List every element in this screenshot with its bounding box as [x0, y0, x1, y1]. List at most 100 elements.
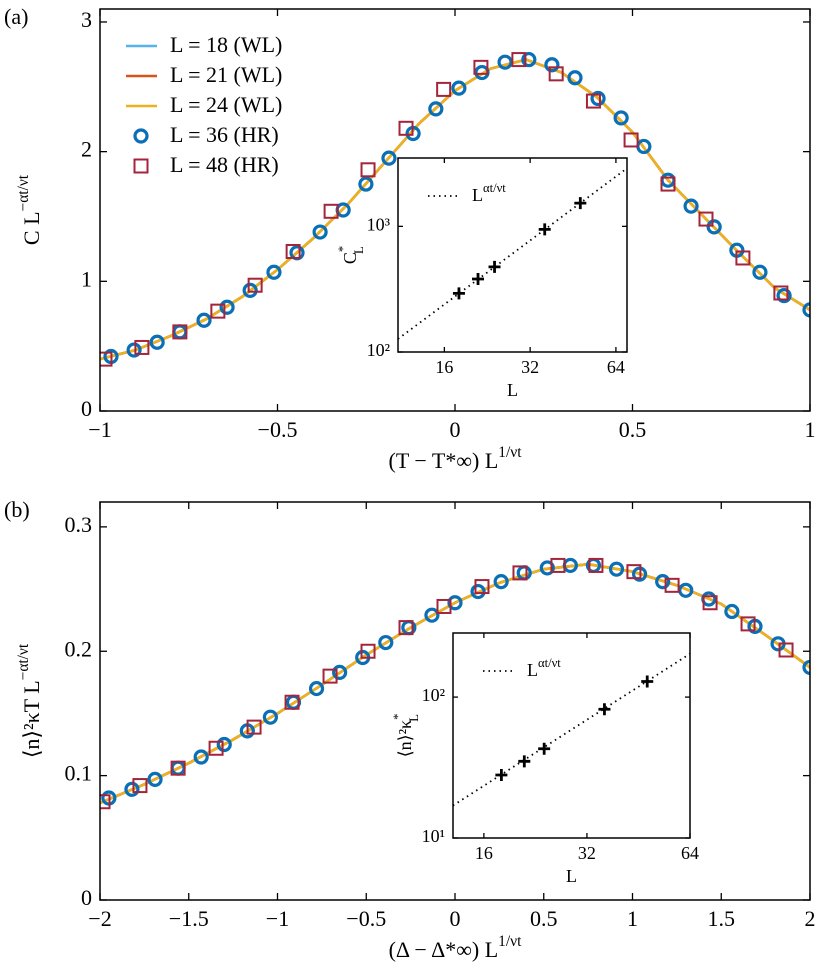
marker-plus: [574, 197, 587, 210]
marker-square: [360, 643, 376, 659]
marker-square: [170, 760, 186, 776]
x-axis-label-base: (Δ − Δ*∞) L: [389, 937, 499, 962]
legend-label-sup: αt/νt: [483, 181, 506, 195]
y-tick-label: 0: [81, 885, 92, 910]
marker-square: [623, 132, 639, 148]
marker-circle: [470, 583, 486, 600]
x-tick-label: 1: [805, 417, 816, 442]
y-axis-label-sup: −αt/νt: [15, 174, 32, 211]
marker-circle: [539, 560, 555, 576]
x-tick-label: 2: [805, 906, 816, 931]
marker-circle: [776, 287, 792, 304]
marker-plus: [495, 768, 508, 781]
marker-circle: [216, 736, 232, 753]
marker-square: [660, 176, 676, 192]
legend-label: L = 18 (WL): [170, 32, 282, 57]
legend-label: L = 48 (HR): [170, 152, 279, 177]
marker-circle: [497, 54, 513, 70]
x-tick-label: 0.5: [530, 906, 558, 931]
legend-label: L = 24 (WL): [170, 92, 282, 117]
marker-square: [588, 557, 604, 573]
plot-frame-bg: [398, 158, 627, 352]
legend-swatch: [133, 158, 149, 174]
marker-circle: [242, 282, 258, 298]
y-axis-label: ⟨n⟩²κ* L: [391, 714, 421, 758]
marker-plus: [488, 260, 501, 273]
panel-label: (a): [4, 4, 28, 29]
marker-circle: [428, 101, 444, 117]
marker-plus: [538, 742, 551, 755]
marker-square: [473, 59, 489, 75]
y-axis-label-base: C L: [19, 211, 44, 245]
x-tick-label: 1: [627, 906, 638, 931]
marker-square: [778, 642, 794, 658]
marker-circle: [332, 664, 348, 680]
marker-circle: [451, 80, 467, 96]
marker-plus: [518, 755, 531, 768]
x-tick-label: 0: [450, 417, 461, 442]
x-tick-label: −1: [88, 417, 111, 442]
plot-frame-bg: [453, 633, 690, 838]
y-tick-label: 2: [81, 137, 92, 162]
marker-circle: [196, 312, 212, 328]
marker-circle: [219, 299, 235, 315]
marker-square: [512, 565, 528, 581]
plot-frame: [397, 157, 628, 353]
x-tick-label: −1: [266, 906, 289, 931]
y-axis-label: C L−αt/νt: [15, 174, 44, 245]
x-axis-label: (T − T*∞) L1/νt: [389, 444, 523, 473]
marker-square: [664, 577, 680, 593]
marker-square: [398, 620, 414, 636]
plot-frame: [99, 8, 811, 412]
marker-circle: [544, 57, 560, 73]
marker-circle: [262, 709, 278, 725]
y-tick-label: 10¹: [422, 826, 445, 846]
y-axis-label-base: ⟨n⟩²κT L: [19, 680, 44, 758]
marker-circle: [266, 264, 282, 280]
x-axis-label-sup: 1/νt: [498, 444, 522, 461]
marker-square: [511, 52, 527, 68]
y-tick-label: 10²: [422, 685, 445, 705]
marker-circle: [424, 607, 440, 623]
x-tick-label: −2: [88, 906, 111, 931]
legend-label: Lαt/νt: [527, 656, 561, 680]
marker-square: [323, 203, 339, 219]
marker-square: [626, 564, 642, 580]
marker-square: [474, 579, 490, 595]
marker-square: [134, 339, 150, 355]
marker-circle: [358, 176, 374, 192]
marker-circle: [752, 264, 768, 280]
marker-plus: [641, 675, 654, 688]
x-tick-label: 0.5: [619, 417, 647, 442]
plot-frame: [452, 632, 691, 839]
y-tick-label: 10²: [367, 340, 390, 360]
y-axis-label: C* L: [336, 246, 366, 264]
x-tick-label: 64: [607, 357, 625, 377]
x-axis-label: (Δ − Δ*∞) L1/νt: [389, 933, 522, 962]
y-axis-label-base: C: [340, 252, 360, 264]
marker-plus: [598, 703, 611, 716]
marker-square: [208, 740, 224, 756]
plot-area: [453, 653, 690, 807]
marker-square: [550, 557, 566, 573]
legend-label: L = 21 (WL): [170, 62, 282, 87]
y-axis-label-sup: *: [336, 246, 350, 252]
y-axis-label: ⟨n⟩²κT L−αt/νt: [15, 643, 44, 758]
plot-area: [398, 167, 627, 340]
y-tick-label: 0.1: [65, 761, 93, 786]
plot-frame: [99, 501, 811, 901]
marker-square: [735, 250, 751, 266]
legend-label-sup: αt/νt: [538, 656, 561, 670]
marker-circle: [124, 781, 140, 797]
marker-circle: [308, 680, 325, 697]
marker-circle: [655, 573, 671, 590]
y-axis-label-base: ⟨n⟩²κ: [395, 720, 415, 758]
x-tick-label: −0.5: [346, 906, 386, 931]
x-tick-label: 64: [681, 843, 699, 863]
marker-square: [398, 120, 414, 136]
marker-square: [284, 694, 300, 710]
x-axis-label-sup: 1/νt: [498, 933, 522, 950]
inset: 16 32 64 10² 10³: [367, 157, 628, 377]
y-axis-label-sub: L: [352, 246, 366, 254]
